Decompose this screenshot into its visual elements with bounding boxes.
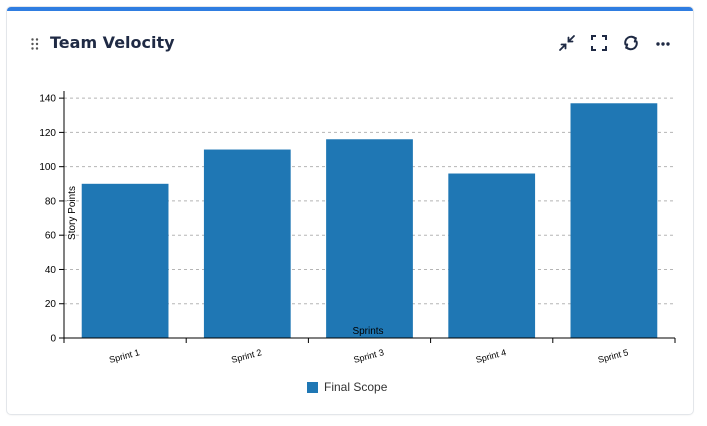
x-tick-label: Sprint 4 bbox=[475, 347, 508, 365]
more-icon bbox=[656, 42, 670, 46]
widget-header: Team Velocity bbox=[7, 11, 693, 75]
bars bbox=[81, 103, 658, 338]
refresh-icon bbox=[624, 35, 638, 51]
x-axis-label: Sprints bbox=[352, 326, 383, 337]
y-tick-label: 100 bbox=[39, 162, 56, 173]
more-options-button[interactable] bbox=[651, 31, 675, 55]
fullscreen-button[interactable] bbox=[587, 31, 611, 55]
x-tick-label: Sprint 5 bbox=[597, 347, 630, 365]
x-tick-label: Sprint 3 bbox=[352, 347, 385, 365]
chart-legend: Final Scope bbox=[307, 380, 387, 394]
bar-sprint-4[interactable] bbox=[448, 173, 536, 338]
y-tick-label: 120 bbox=[39, 128, 56, 139]
bar-sprint-3[interactable] bbox=[326, 139, 413, 338]
collapse-button[interactable] bbox=[555, 31, 579, 55]
bar-sprint-5[interactable] bbox=[570, 103, 658, 338]
bar-sprint-2[interactable] bbox=[203, 149, 291, 338]
x-tick-label: Sprint 1 bbox=[108, 347, 141, 365]
refresh-button[interactable] bbox=[619, 31, 643, 55]
legend-swatch bbox=[307, 381, 318, 393]
velocity-bar-chart: 0 20 40 60 80 100 120 140 Sprint 1 Sprint 2 Sprint… bbox=[39, 91, 676, 365]
widget-toolbar bbox=[555, 31, 683, 55]
y-axis-label: Story Points bbox=[67, 186, 78, 240]
legend-label[interactable]: Final Scope bbox=[324, 380, 388, 394]
y-tick-label: 40 bbox=[45, 265, 57, 276]
x-tick-label: Sprint 2 bbox=[230, 347, 263, 365]
bar-sprint-1[interactable] bbox=[81, 183, 169, 338]
collapse-icon bbox=[559, 35, 575, 51]
y-tick-label: 80 bbox=[45, 196, 57, 207]
y-tick-label: 60 bbox=[45, 231, 57, 242]
fullscreen-icon bbox=[591, 35, 607, 51]
widget-title: Team Velocity bbox=[50, 33, 175, 52]
y-tick-label: 140 bbox=[39, 94, 56, 105]
velocity-widget: Team Velocity bbox=[7, 7, 693, 414]
y-tick-label: 0 bbox=[50, 334, 56, 345]
drag-handle-icon[interactable] bbox=[31, 38, 39, 50]
y-tick-label: 20 bbox=[45, 299, 57, 310]
